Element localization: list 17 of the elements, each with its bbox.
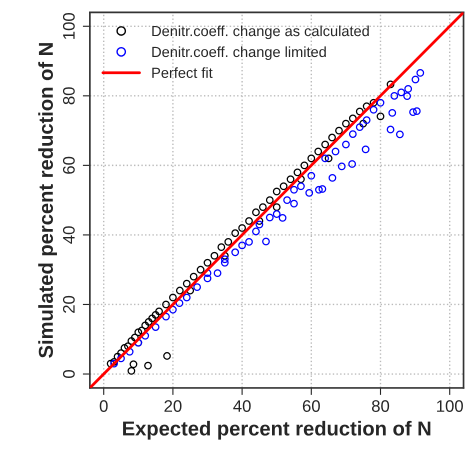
y-axis-title: Simulated percent reduction of N <box>38 43 57 358</box>
x-tick-label: 0 <box>100 400 108 412</box>
legend-label: Denitr.coeff. change limited <box>152 46 326 60</box>
y-tick-label: 80 <box>62 87 75 104</box>
x-tick-label: 100 <box>437 400 463 412</box>
x-tick-label: 80 <box>372 400 390 412</box>
legend-label: Denitr.coeff. change as calculated <box>152 25 369 40</box>
x-tick-label: 40 <box>233 400 251 412</box>
y-tick-label: 60 <box>62 156 75 174</box>
y-tick-label: 20 <box>62 296 75 313</box>
y-tick-label: 100 <box>62 13 75 39</box>
x-tick-label: 20 <box>164 400 182 412</box>
x-tick-label: 60 <box>302 400 320 412</box>
y-tick-label: 0 <box>62 370 75 378</box>
y-tick-label: 40 <box>62 226 75 244</box>
legend-label: Perfect fit <box>152 67 213 78</box>
x-axis-title: Expected percent reduction of N <box>123 420 430 440</box>
